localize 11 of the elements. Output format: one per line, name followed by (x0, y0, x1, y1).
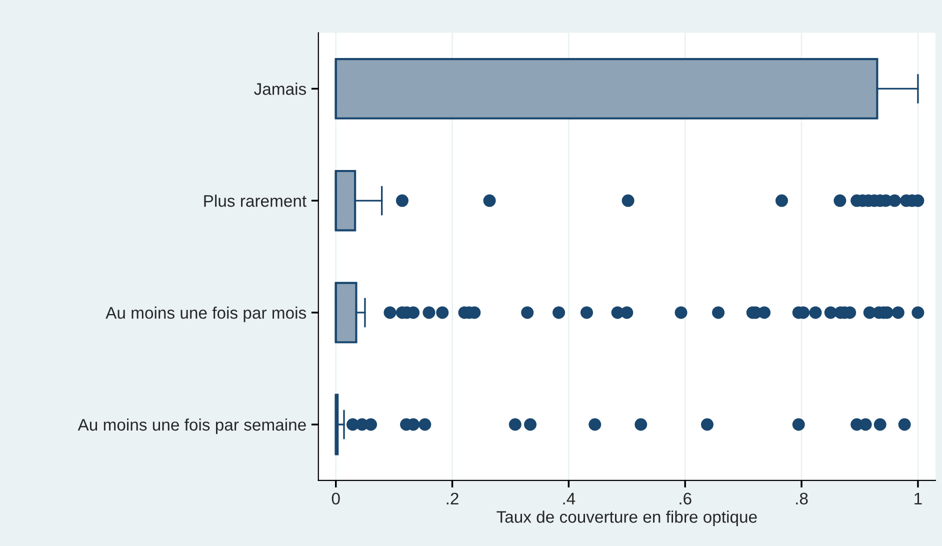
y-tick-label: Au moins une fois par semaine (78, 418, 306, 434)
x-tick-label: .8 (796, 492, 808, 505)
x-tick-label: .4 (563, 492, 576, 504)
x-axis-title: Taux de couverture en fibre optique (496, 510, 757, 526)
x-tick-label: .2 (446, 492, 458, 504)
x-tick-label: 0 (332, 492, 340, 505)
y-tick-label: Au moins une fois par mois (106, 306, 306, 322)
y-tick-label: Plus rarement (204, 194, 306, 207)
y-tick-label: Jamais (254, 82, 306, 95)
x-tick-label: .6 (680, 492, 692, 505)
x-tick-label: 1 (914, 492, 922, 504)
